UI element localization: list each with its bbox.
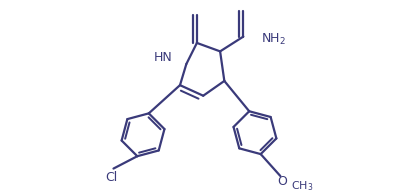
- Text: NH$_2$: NH$_2$: [261, 32, 286, 47]
- Text: CH$_3$: CH$_3$: [291, 180, 313, 193]
- Text: Cl: Cl: [105, 171, 117, 183]
- Text: O: O: [277, 175, 287, 188]
- Text: HN: HN: [154, 51, 173, 64]
